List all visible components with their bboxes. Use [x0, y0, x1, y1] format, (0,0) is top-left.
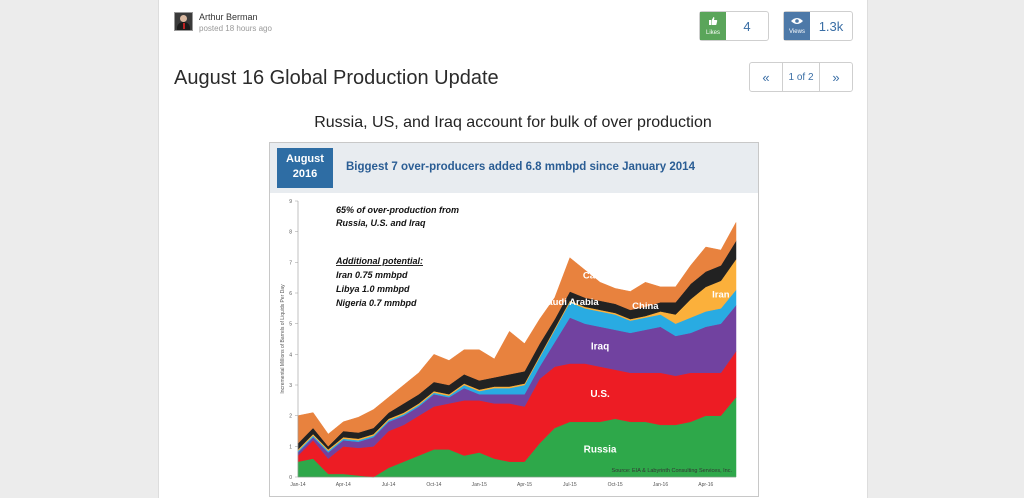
slide-pager: « 1 of 2 »	[749, 62, 853, 92]
author-name[interactable]: Arthur Berman	[199, 12, 258, 22]
y-tick-label: 0	[289, 475, 292, 481]
posted-time: posted 18 hours ago	[199, 24, 272, 33]
chart-figure: August 2016 Biggest 7 over-producers add…	[269, 142, 759, 497]
views-label: Views	[789, 28, 805, 35]
chart-annotation: 65% of over-production from	[336, 205, 459, 215]
slide-title: Russia, US, and Iraq account for bulk of…	[314, 114, 712, 131]
area-series-canada	[297, 222, 737, 447]
likes-label: Likes	[705, 29, 720, 36]
x-tick-label: Jan-14	[290, 482, 306, 488]
y-tick-label: 2	[289, 414, 292, 420]
eye-icon	[791, 17, 803, 28]
avatar[interactable]	[174, 12, 193, 31]
chart-annotation: Libya 1.0 mmbpd	[336, 284, 410, 294]
series-label: Iraq	[591, 342, 609, 353]
page-indicator: 1 of 2	[782, 63, 820, 91]
y-tick-label: 6	[289, 291, 292, 297]
badge-year: 2016	[292, 168, 318, 180]
badge-month: August	[286, 153, 324, 165]
x-tick-label: Apr-14	[336, 482, 351, 488]
y-tick-label: 9	[289, 199, 292, 205]
x-tick-label: Oct-15	[608, 482, 623, 488]
x-tick-label: Jul-15	[563, 482, 577, 488]
stacked-area-chart: 0 1 2 3 4 5 6 7 8 9 Jan-14 Apr-14 Jul-14 Oct-14 Jan-15…	[280, 199, 737, 488]
y-tick-label: 1	[289, 444, 292, 450]
series-label: U.S.	[590, 389, 610, 400]
y-tick-label: 8	[289, 230, 292, 236]
chart-source: Source: EIA & Labyrinth Consulting Servi…	[612, 468, 733, 474]
y-tick-label: 4	[289, 352, 292, 358]
double-chevron-right-icon[interactable]: »	[832, 69, 840, 85]
thumbs-up-icon	[708, 16, 718, 29]
series-label: Canada	[583, 270, 618, 281]
x-tick-label: Jul-14	[382, 482, 396, 488]
date-badge: August 2016	[277, 148, 333, 188]
chart-annotation: Additional potential:	[335, 256, 423, 266]
series-label: China	[632, 301, 659, 312]
y-tick-label: 7	[289, 260, 292, 266]
chart-annotation: Russia, U.S. and Iraq	[336, 218, 426, 228]
x-tick-label: Jan-15	[472, 482, 488, 488]
x-tick-label: Oct-14	[426, 482, 441, 488]
page-title: August 16 Global Production Update	[174, 67, 499, 89]
y-axis-label: Incremental Millions of Barrels of Liqui…	[280, 284, 286, 394]
x-tick-label: Apr-15	[517, 482, 532, 488]
likes-count: 4	[743, 18, 751, 34]
chart-annotation: Nigeria 0.7 mmbpd	[336, 298, 417, 308]
chart-subtitle: Biggest 7 over-producers added 6.8 mmbpd…	[346, 161, 695, 173]
author-block: Arthur Berman posted 18 hours ago	[174, 12, 272, 34]
x-tick-label: Jan-16	[653, 482, 669, 488]
chart-annotation: Iran 0.75 mmbpd	[336, 270, 408, 280]
y-tick-label: 5	[289, 322, 292, 328]
series-label: Iran	[712, 290, 730, 301]
y-tick-label: 3	[289, 383, 292, 389]
double-chevron-left-icon[interactable]: «	[762, 69, 770, 85]
post-card: Arthur Berman posted 18 hours ago Likes …	[158, 0, 868, 498]
series-label: Russia	[584, 444, 617, 455]
views-count: 1.3k	[818, 18, 844, 34]
series-label: Saudi Arabia	[541, 297, 599, 308]
likes-button[interactable]: Likes 4	[699, 11, 769, 41]
views-button[interactable]: Views 1.3k	[783, 11, 853, 41]
x-tick-label: Apr-16	[698, 482, 713, 488]
chart-header: August 2016 Biggest 7 over-producers add…	[270, 143, 758, 193]
